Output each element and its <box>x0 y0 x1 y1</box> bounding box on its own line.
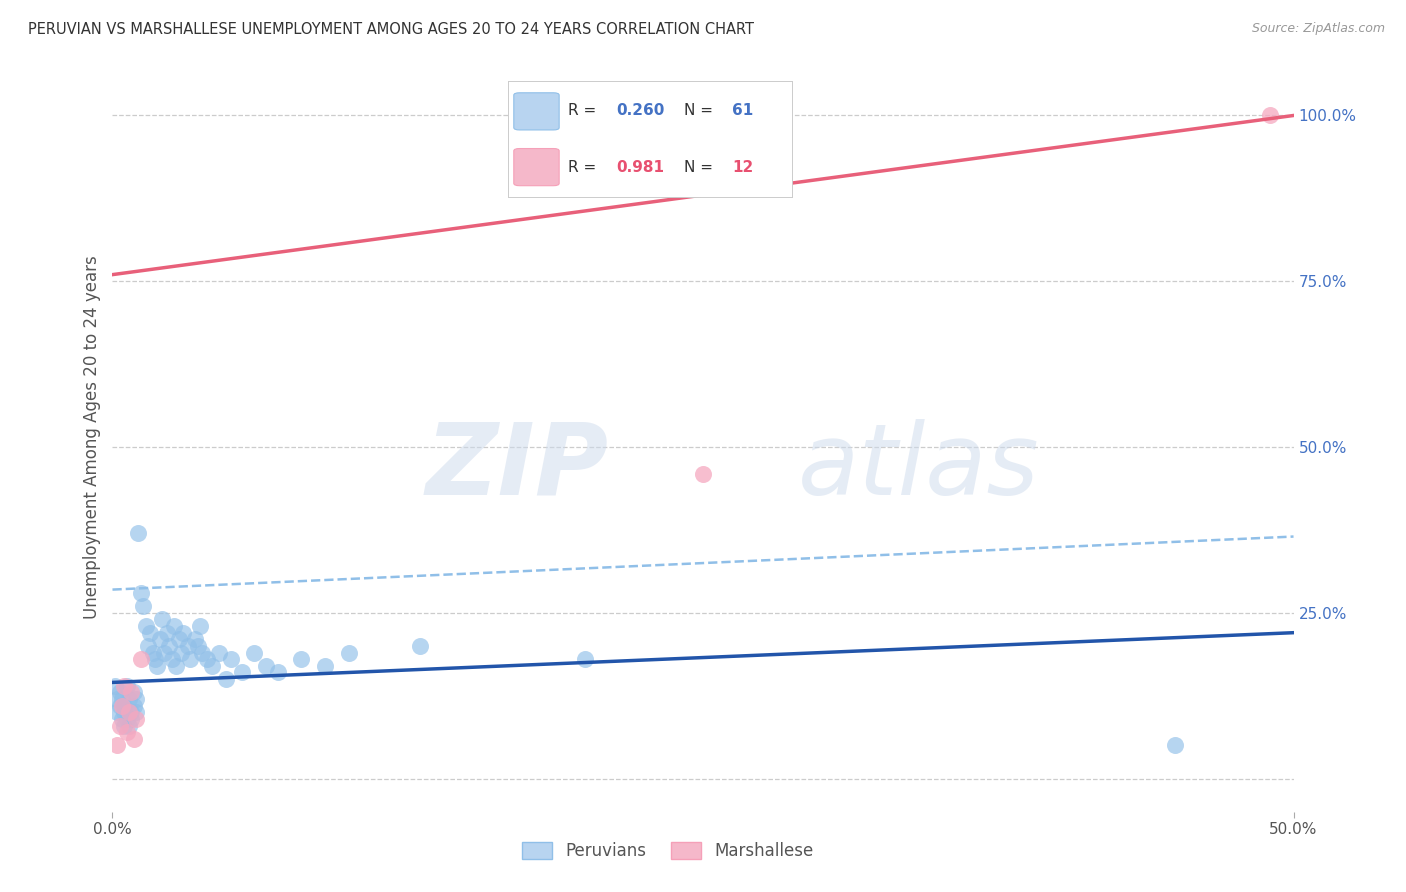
Point <box>132 599 155 614</box>
Point <box>136 639 159 653</box>
Point <box>139 625 162 640</box>
Point <box>120 712 142 726</box>
Point <box>290 652 312 666</box>
Point <box>112 698 135 713</box>
Point <box>149 632 172 647</box>
Point <box>118 718 141 732</box>
Point <box>191 646 214 660</box>
Point <box>254 658 277 673</box>
Point <box>105 692 128 706</box>
Point <box>112 718 135 732</box>
Point <box>408 639 430 653</box>
Point <box>692 467 714 481</box>
Point <box>108 718 131 732</box>
Point <box>153 646 176 660</box>
Point <box>188 619 211 633</box>
Point <box>179 652 201 666</box>
Point <box>108 685 131 699</box>
Point <box>172 625 194 640</box>
Point <box>337 646 360 660</box>
Point <box>314 658 336 673</box>
Point <box>118 692 141 706</box>
Point <box>118 705 141 719</box>
Point <box>111 712 134 726</box>
Point <box>574 652 596 666</box>
Point <box>243 646 266 660</box>
Point <box>105 705 128 719</box>
Point <box>143 652 166 666</box>
Point <box>208 646 231 660</box>
Point <box>267 665 290 680</box>
Point <box>111 698 134 713</box>
Point <box>163 619 186 633</box>
Point <box>105 739 128 753</box>
Legend: Peruvians, Marshallese: Peruvians, Marshallese <box>515 836 820 867</box>
Point <box>142 646 165 660</box>
Point <box>1164 739 1187 753</box>
Point <box>111 692 134 706</box>
Point <box>122 731 145 746</box>
Point <box>122 685 145 699</box>
Text: PERUVIAN VS MARSHALLESE UNEMPLOYMENT AMONG AGES 20 TO 24 YEARS CORRELATION CHART: PERUVIAN VS MARSHALLESE UNEMPLOYMENT AMO… <box>28 22 754 37</box>
Point <box>120 705 142 719</box>
Point <box>215 672 238 686</box>
Point <box>177 639 200 653</box>
Point <box>125 712 148 726</box>
Point <box>231 665 253 680</box>
Point <box>129 652 152 666</box>
Point <box>160 652 183 666</box>
Point <box>115 679 138 693</box>
Point <box>184 632 207 647</box>
Point <box>219 652 242 666</box>
Point <box>157 639 180 653</box>
Point <box>150 612 173 626</box>
Point <box>129 586 152 600</box>
Point <box>186 639 208 653</box>
Text: ZIP: ZIP <box>426 418 609 516</box>
Point <box>167 632 190 647</box>
Point <box>201 658 224 673</box>
Point <box>115 725 138 739</box>
Point <box>112 679 135 693</box>
Point <box>170 646 193 660</box>
Point <box>156 625 179 640</box>
Point <box>127 526 149 541</box>
Point <box>125 692 148 706</box>
Point <box>115 712 138 726</box>
Y-axis label: Unemployment Among Ages 20 to 24 years: Unemployment Among Ages 20 to 24 years <box>83 255 101 619</box>
Point <box>125 705 148 719</box>
Text: Source: ZipAtlas.com: Source: ZipAtlas.com <box>1251 22 1385 36</box>
Point <box>104 679 127 693</box>
Point <box>195 652 218 666</box>
Point <box>108 698 131 713</box>
Point <box>146 658 169 673</box>
Point <box>1258 108 1281 122</box>
Point <box>112 705 135 719</box>
Text: atlas: atlas <box>797 418 1039 516</box>
Point <box>120 685 142 699</box>
Point <box>122 698 145 713</box>
Point <box>135 619 157 633</box>
Point <box>165 658 187 673</box>
